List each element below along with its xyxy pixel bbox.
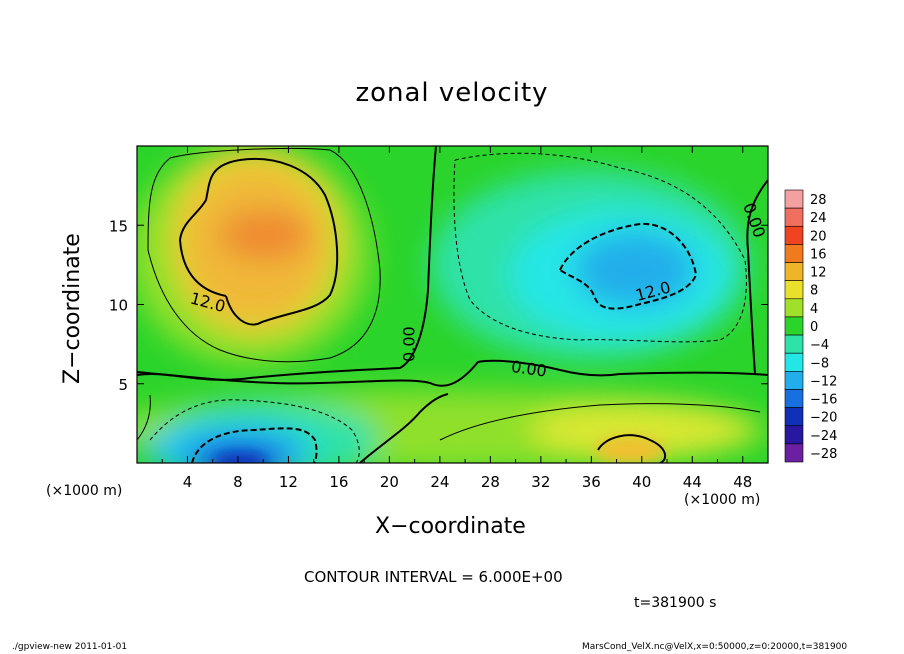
colorbar-label-2: 20 — [810, 229, 827, 244]
colorbar-label-5: 8 — [810, 284, 818, 299]
colorbar-label-11: −16 — [810, 393, 837, 408]
x-tick-label-5: 24 — [430, 473, 449, 491]
colorbar-label-4: 12 — [810, 266, 827, 281]
x-axis-ticks: 4 8 12 16 20 24 28 32 36 40 44 48 — [161, 146, 752, 491]
contour-6-left-edge — [137, 394, 151, 441]
colorbar-swatch-4 — [784, 262, 804, 281]
y-tick-label-1: 10 — [109, 297, 128, 315]
footer-file: MarsCond_VelX.nc@VelX,x=0:50000,z=0:2000… — [582, 642, 848, 652]
velocity-field — [137, 146, 768, 463]
colorbar-label-9: −8 — [810, 356, 829, 371]
colorbar-swatch-9 — [784, 352, 804, 372]
contour-interval: CONTOUR INTERVAL = 6.000E+00 — [304, 568, 563, 586]
contour-12-upper-left — [178, 158, 339, 326]
colorbar-swatch-14 — [784, 443, 804, 463]
x-tick-label-11: 48 — [733, 473, 752, 491]
colorbar-swatch-1 — [784, 207, 804, 227]
contour-0-right — [746, 179, 768, 375]
x-tick-label-2: 12 — [279, 473, 298, 491]
colorbar-swatch-6 — [784, 298, 804, 318]
colorbar-swatch-11 — [784, 389, 804, 408]
y-axis-ticks: 5 10 15 — [109, 217, 768, 394]
x-tick-label-9: 40 — [632, 473, 651, 491]
colorbar-label-0: 28 — [810, 193, 827, 208]
x-axis-label: X−coordinate — [375, 514, 526, 539]
contour-0-lower — [137, 359, 768, 387]
colorbar-swatch-3 — [784, 244, 804, 263]
x-tick-label-3: 16 — [329, 473, 348, 491]
y-tick-label-2: 15 — [109, 217, 128, 235]
contour-label-2: 0.00 — [400, 326, 419, 362]
colorbar-swatch-5 — [784, 280, 804, 300]
contour-0-bottom-left — [359, 393, 449, 463]
x-tick-label-1: 8 — [233, 473, 243, 491]
colorbar-label-8: −4 — [810, 338, 829, 353]
colorbar-label-3: 16 — [810, 247, 827, 262]
contour-neg12-upper-right — [559, 222, 698, 310]
colorbar-swatch-10 — [784, 371, 804, 390]
colorbar-swatch-7 — [784, 316, 804, 336]
contour-6-upper-left — [147, 147, 381, 363]
colorbar-label-7: 0 — [810, 320, 818, 335]
x-tick-label-8: 36 — [582, 473, 601, 491]
colorbar-label-14: −28 — [810, 447, 837, 462]
x-unit-left: (×1000 m) — [46, 483, 123, 499]
colorbar: 28 24 20 16 12 8 4 0 −4 −8 −12 −16 −20 −24 −28 — [784, 189, 837, 463]
chart-title: zonal velocity — [355, 78, 549, 108]
x-tick-label-4: 20 — [380, 473, 399, 491]
colorbar-label-13: −24 — [810, 429, 837, 444]
colorbar-swatch-2 — [784, 225, 804, 245]
footer-program: ./gpview-new 2011-01-01 — [12, 642, 128, 652]
colorbar-swatch-12 — [784, 407, 804, 427]
colorbar-swatch-13 — [784, 425, 804, 445]
contour-lines — [137, 146, 768, 463]
colorbar-label-10: −12 — [810, 374, 837, 389]
time-label: t=381900 s — [634, 595, 717, 611]
contour-6-bottom-right — [439, 403, 761, 441]
x-tick-label-10: 44 — [683, 473, 702, 491]
colorbar-swatch-0 — [784, 189, 804, 209]
colorbar-swatch-8 — [784, 334, 804, 354]
colorbar-label-1: 24 — [810, 211, 827, 226]
x-tick-label-7: 32 — [531, 473, 550, 491]
colorbar-label-6: 4 — [810, 302, 818, 317]
x-tick-label-6: 28 — [481, 473, 500, 491]
x-tick-label-0: 4 — [183, 473, 193, 491]
y-axis-label: Z−coordinate — [60, 233, 85, 384]
x-unit-right: (×1000 m) — [684, 492, 761, 508]
contour-12-bottom-right — [597, 434, 667, 463]
contour-label-3: 0.00 — [510, 357, 548, 381]
colorbar-label-12: −20 — [810, 411, 837, 426]
y-tick-label-0: 5 — [118, 376, 128, 394]
contour-neg12-bottom-left — [191, 427, 318, 463]
